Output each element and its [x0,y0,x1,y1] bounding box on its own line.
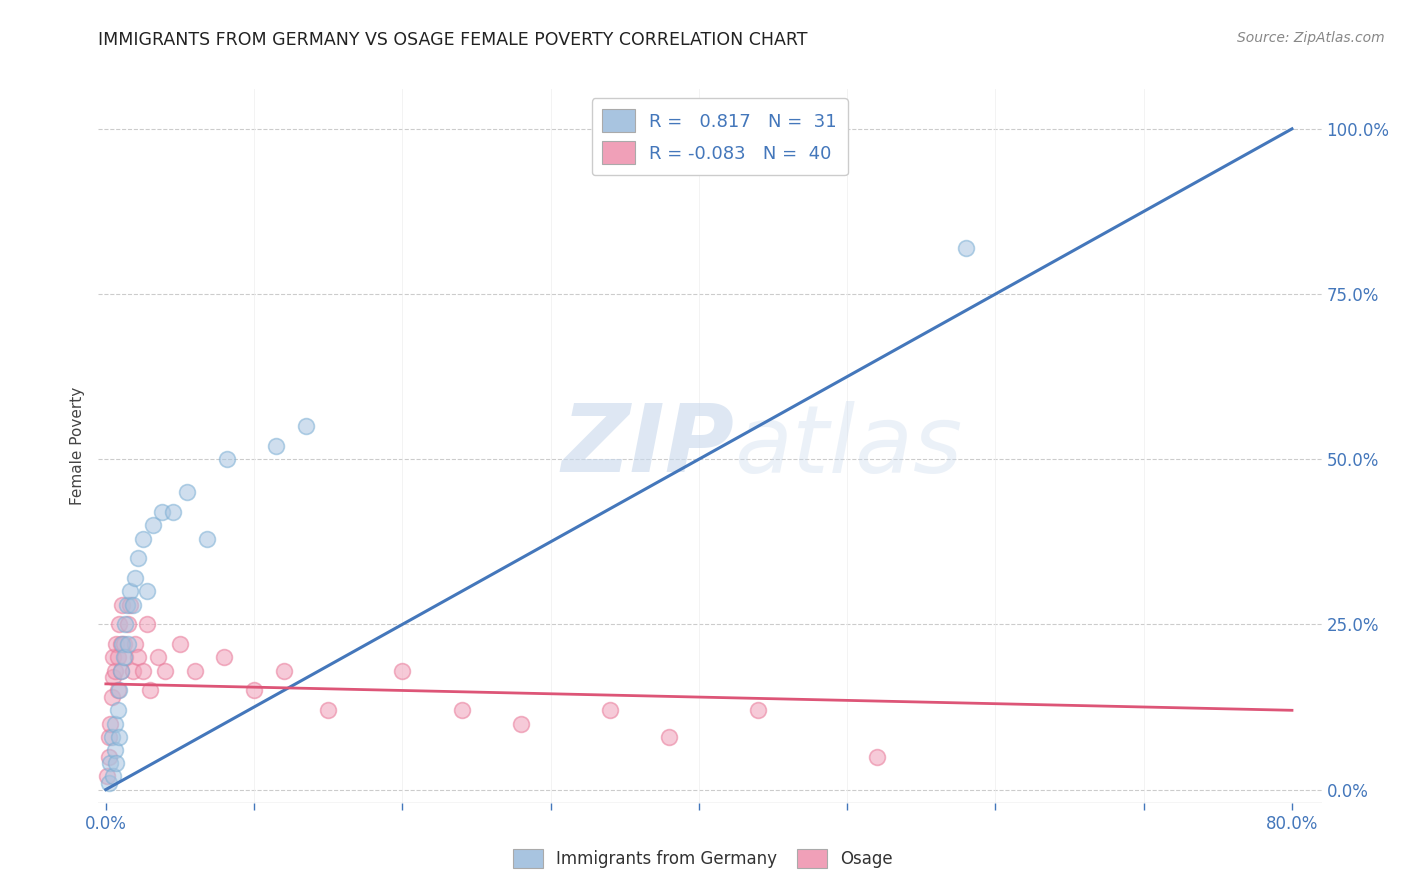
Point [747,703,769,717]
Point [150,505,173,519]
Point [132,664,155,678]
Point [100,730,122,744]
Point [98,716,121,731]
Point [118,584,141,599]
Point [114,650,136,665]
Point [117,617,139,632]
Point [107,703,129,717]
Point [132,532,155,546]
Legend: Immigrants from Germany, Osage: Immigrants from Germany, Osage [506,842,900,875]
Point [110,637,132,651]
Point [111,637,134,651]
Point [184,664,207,678]
Point [108,617,131,632]
Point [124,637,146,651]
Point [103,670,125,684]
Point [103,769,125,783]
Point [955,241,977,255]
Point [127,551,149,566]
Point [104,743,127,757]
Point [97,730,120,744]
Point [107,650,129,665]
Point [146,650,169,665]
Point [316,703,339,717]
Point [169,637,191,651]
Point [243,683,266,698]
Point [136,584,159,599]
Point [105,756,128,771]
Text: atlas: atlas [734,401,963,491]
Point [104,664,127,678]
Point [114,617,136,632]
Point [121,598,143,612]
Point [107,683,129,698]
Point [866,749,889,764]
Y-axis label: Female Poverty: Female Poverty [70,387,86,505]
Point [510,716,533,731]
Point [599,703,621,717]
Point [110,664,132,678]
Point [110,664,132,678]
Point [115,598,138,612]
Point [217,452,239,467]
Text: Source: ZipAtlas.com: Source: ZipAtlas.com [1237,31,1385,45]
Point [195,532,218,546]
Point [121,664,143,678]
Point [111,598,134,612]
Point [176,485,198,500]
Point [97,749,120,764]
Point [658,730,681,744]
Point [136,617,159,632]
Point [391,664,413,678]
Point [162,505,184,519]
Point [142,518,165,533]
Point [117,637,139,651]
Legend: R =   0.817   N =  31, R = -0.083   N =  40: R = 0.817 N = 31, R = -0.083 N = 40 [592,98,848,176]
Point [112,650,135,665]
Text: ZIP: ZIP [561,400,734,492]
Point [103,650,125,665]
Point [124,571,146,585]
Point [450,703,472,717]
Point [96,769,118,783]
Point [98,756,121,771]
Point [266,439,288,453]
Point [118,598,141,612]
Point [273,664,295,678]
Point [100,690,122,704]
Point [153,664,176,678]
Point [104,716,127,731]
Text: IMMIGRANTS FROM GERMANY VS OSAGE FEMALE POVERTY CORRELATION CHART: IMMIGRANTS FROM GERMANY VS OSAGE FEMALE … [98,31,808,49]
Point [112,637,135,651]
Point [108,683,131,698]
Point [127,650,149,665]
Point [97,776,120,790]
Point [214,650,236,665]
Point [139,683,162,698]
Point [295,419,318,434]
Point [108,730,131,744]
Point [105,637,128,651]
